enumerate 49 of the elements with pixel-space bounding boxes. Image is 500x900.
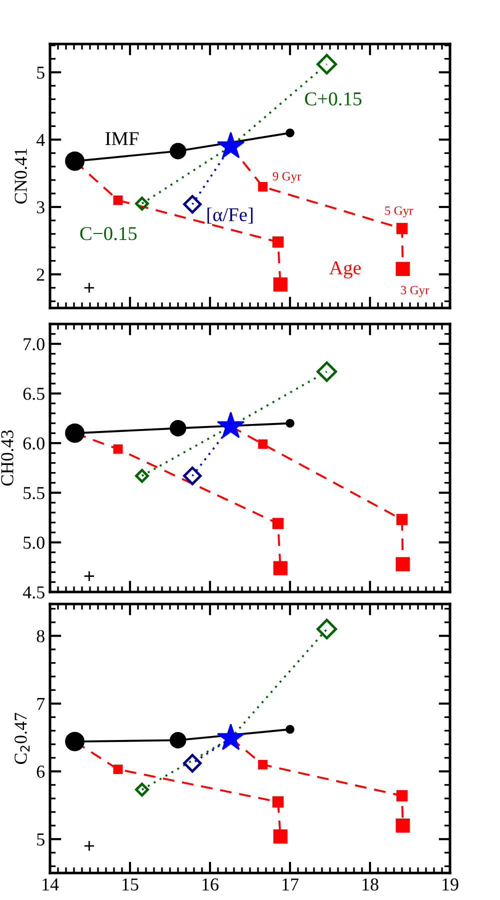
point [272, 518, 284, 530]
point [396, 790, 408, 802]
point [272, 236, 284, 248]
annotation: 5 Gyr [385, 206, 414, 218]
point [216, 412, 245, 438]
x-tick-label: 18 [362, 878, 378, 891]
y-tick-label: 5.5 [24, 487, 44, 500]
point [183, 466, 202, 486]
point [170, 142, 186, 160]
y-tick-label: 8 [36, 630, 44, 642]
y-tick-label: 4.5 [22, 586, 44, 599]
y-tick-label: 5 [37, 66, 44, 79]
y-axis-title: CN0.41 [14, 148, 27, 204]
point [170, 420, 186, 436]
x-tick-label: 16 [202, 878, 218, 891]
point [396, 514, 408, 526]
y-tick-label: 6 [36, 766, 45, 778]
y-tick-label: 6.0 [23, 437, 44, 450]
annotation: IMF [105, 132, 139, 145]
annotation: 9 Gyr [272, 172, 302, 184]
annotation: 3 Gyr [400, 286, 430, 297]
point [84, 570, 95, 582]
point [183, 194, 202, 214]
x-tick-label: 14 [42, 878, 59, 890]
point [216, 132, 245, 158]
x-tick-label: 19 [442, 878, 458, 891]
y-tick-label: 5.0 [24, 536, 44, 549]
y-tick-label: 7 [37, 698, 45, 710]
y-tick-label: 3 [36, 201, 44, 214]
point [170, 732, 186, 748]
y-tick-label: 7.0 [24, 338, 44, 350]
x-tick-label: 17 [282, 878, 299, 890]
y-tick-label: 5 [37, 834, 44, 846]
y-axis-title: C$_{2}$0.47 [14, 712, 30, 764]
y-tick-label: 4 [36, 134, 45, 146]
y-tick-label: 6.5 [23, 388, 44, 400]
x-tick-label: 15 [122, 878, 138, 891]
annotation: C−0.15 [80, 227, 137, 240]
point [396, 222, 408, 234]
annotation: C+0.15 [305, 92, 362, 106]
y-tick-label: 2 [36, 268, 44, 281]
point [84, 840, 95, 852]
annotation: [α/Fe] [207, 208, 253, 224]
annotation: Age [329, 261, 361, 278]
point [183, 754, 202, 773]
point [272, 796, 284, 808]
y-axis-title: CH0.43 [1, 430, 14, 486]
point [216, 724, 245, 750]
point [84, 282, 95, 294]
